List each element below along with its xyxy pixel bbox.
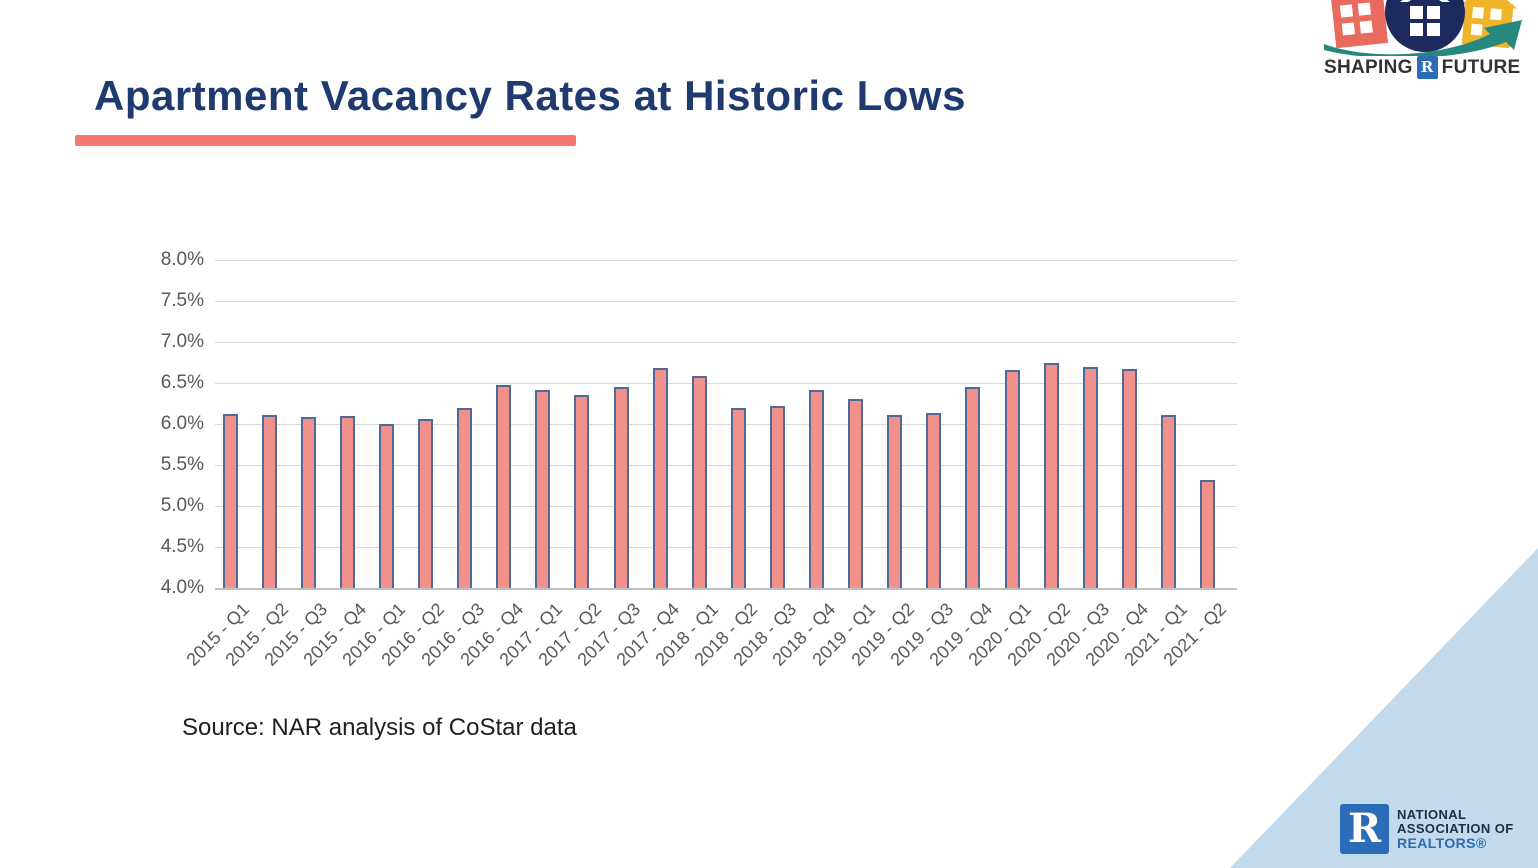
bar	[1004, 369, 1020, 588]
bar	[1200, 479, 1215, 588]
bar	[965, 387, 981, 588]
nar-line2: ASSOCIATION OF	[1397, 821, 1514, 836]
y-axis-tick-label: 5.0%	[160, 495, 204, 516]
bar	[378, 424, 394, 588]
bar	[1121, 369, 1137, 588]
nar-logo: R NATIONAL ASSOCIATION OF REALTORS®	[1340, 804, 1514, 854]
bar	[300, 416, 316, 588]
bar	[926, 412, 942, 588]
shaping-word: SHAPING	[1324, 56, 1413, 78]
y-gridline	[215, 424, 1237, 425]
bar	[691, 376, 707, 588]
y-axis-tick-label: 4.5%	[160, 536, 204, 557]
nar-logo-text: NATIONAL ASSOCIATION OF REALTORS®	[1397, 807, 1514, 851]
shaping-future-wordmark: SHAPING R FUTURE	[1324, 56, 1521, 79]
y-gridline	[215, 506, 1237, 507]
bar	[496, 384, 512, 588]
bar	[809, 390, 824, 588]
y-gridline	[215, 301, 1237, 302]
y-gridline	[215, 547, 1237, 548]
y-axis-tick-label: 7.0%	[160, 331, 204, 352]
nar-line1: NATIONAL	[1397, 807, 1467, 822]
bar	[848, 399, 864, 588]
y-axis-tick-label: 8.0%	[160, 249, 204, 270]
bar	[652, 368, 668, 588]
houses-arrow-logo-icon	[1324, 0, 1522, 56]
y-gridline	[215, 260, 1237, 261]
realtor-r-letter: R	[1348, 805, 1382, 852]
y-axis-tick-label: 4.0%	[160, 577, 204, 598]
bar	[887, 414, 903, 588]
slide-title: Apartment Vacancy Rates at Historic Lows	[94, 72, 966, 119]
bar	[1160, 414, 1176, 588]
x-axis-line	[215, 588, 1237, 590]
y-gridline	[215, 383, 1237, 384]
bar	[574, 395, 590, 588]
nar-line3: REALTORS®	[1397, 835, 1487, 851]
realtor-r-icon: R	[1416, 56, 1438, 79]
y-axis-tick-label: 7.5%	[160, 290, 204, 311]
y-gridline	[215, 465, 1237, 466]
bar	[261, 414, 277, 588]
bar	[222, 414, 238, 588]
bar	[418, 419, 433, 588]
bar	[1043, 362, 1059, 588]
y-axis-tick-label: 5.5%	[160, 454, 204, 475]
bar	[535, 389, 551, 588]
y-axis-tick-label: 6.5%	[160, 372, 204, 393]
bar	[457, 408, 473, 588]
bar	[1082, 367, 1098, 588]
bar	[730, 407, 746, 588]
shaping-the-future-logo: SHAPING R FUTURE	[1322, 0, 1532, 86]
future-word: FUTURE	[1441, 56, 1521, 78]
y-gridline	[215, 342, 1237, 343]
title-underline-accent	[75, 135, 576, 146]
bar	[769, 405, 785, 588]
source-note: Source: NAR analysis of CoStar data	[182, 714, 577, 741]
bar	[613, 387, 629, 588]
bar	[339, 415, 355, 588]
y-axis-tick-label: 6.0%	[160, 413, 204, 434]
realtor-r-block-icon: R	[1340, 804, 1389, 854]
